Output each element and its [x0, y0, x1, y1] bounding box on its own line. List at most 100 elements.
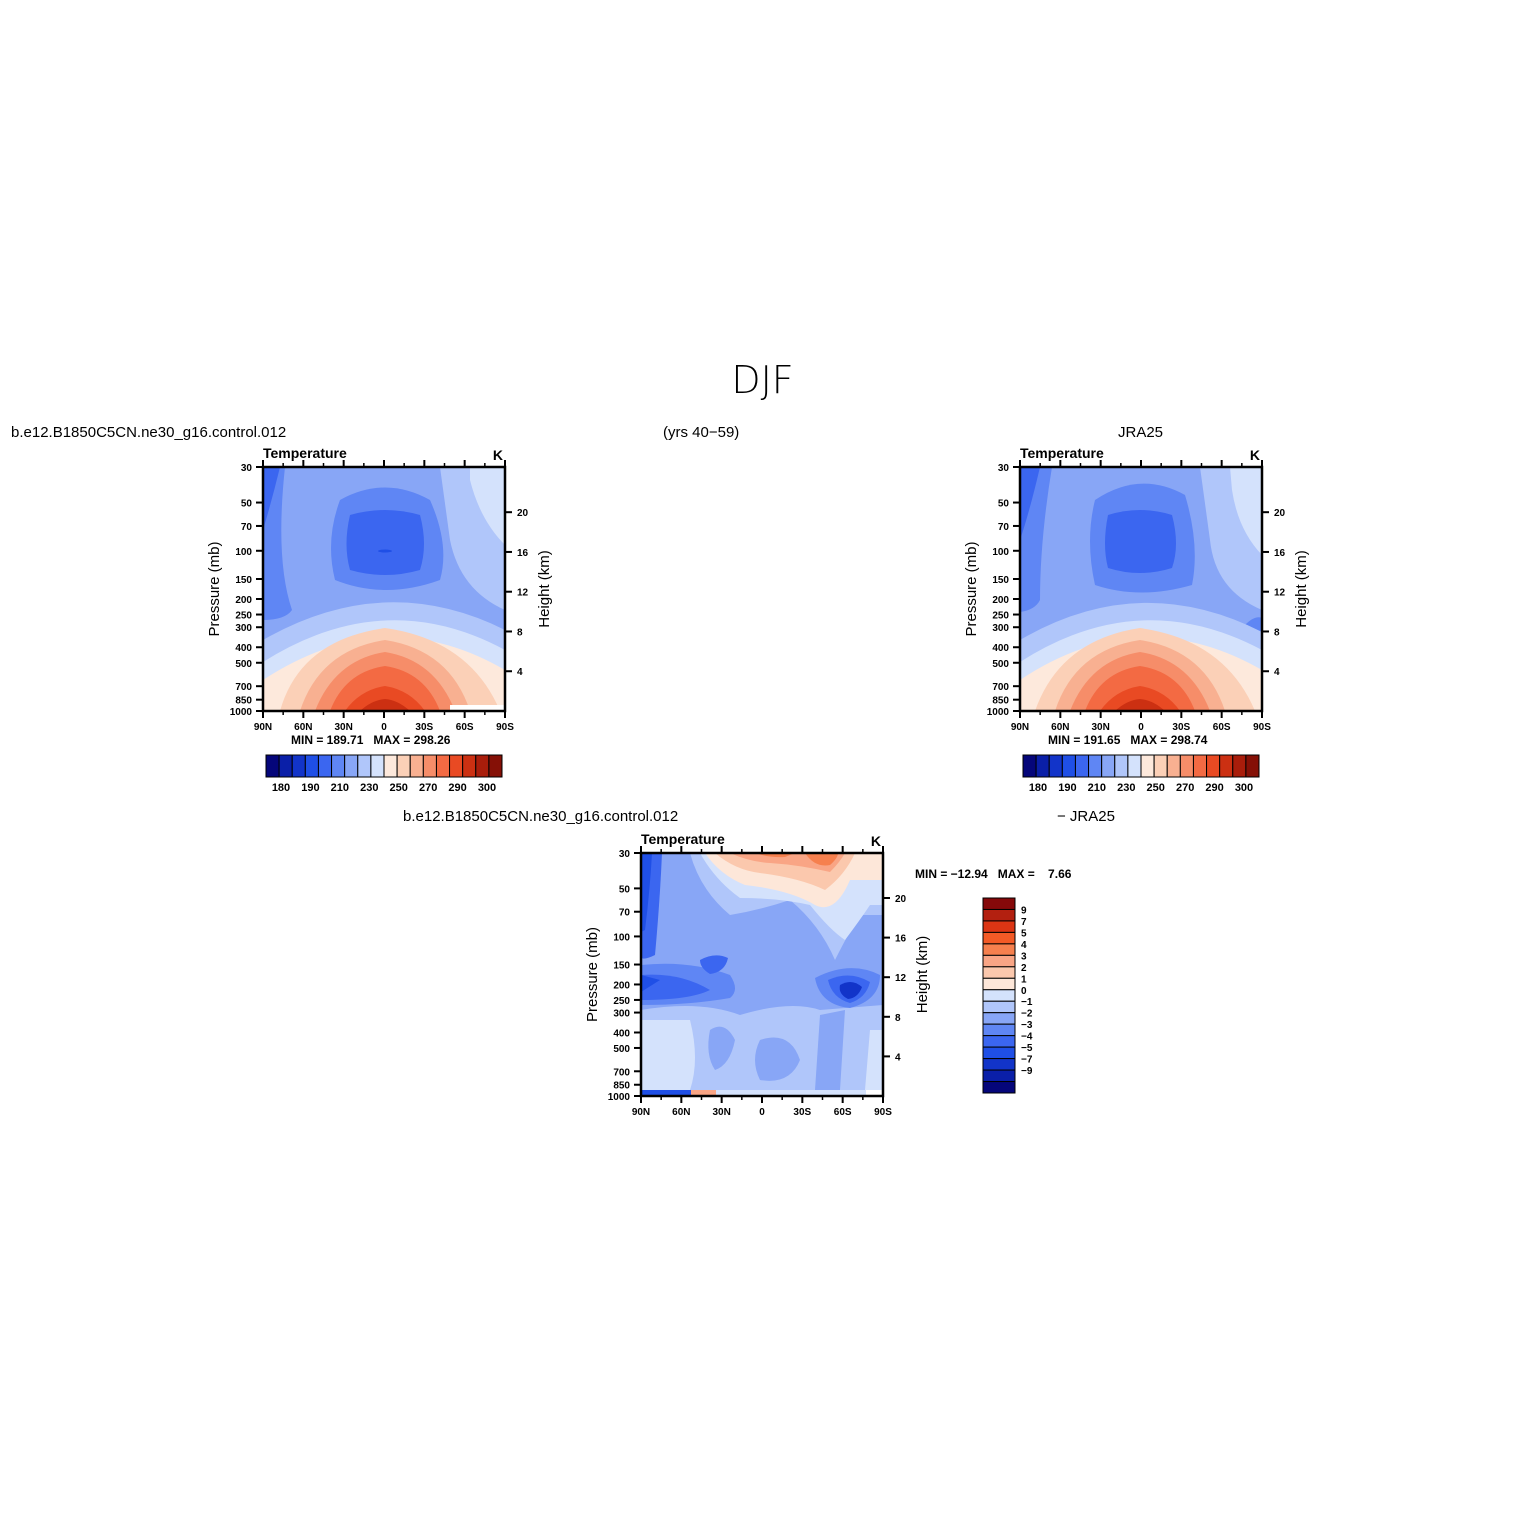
model-y-tick-label: 300 [235, 623, 252, 634]
obs-min-max-label: MIN = 191.65 MAX = 298.74 [1048, 733, 1208, 747]
model-y-axis-title: Pressure (mb) [206, 541, 223, 636]
obs-y-tick-label: 1000 [987, 707, 1010, 718]
diff-x-tick-label: 30N [712, 1107, 730, 1118]
diff-y-tick-label: 1000 [608, 1092, 631, 1103]
diff-y-tick-label: 700 [613, 1067, 630, 1078]
obs-x-tick-label: 60N [1051, 722, 1069, 733]
obs-y-tick-label: 300 [992, 623, 1009, 634]
model-colorbar-label: 270 [419, 782, 437, 794]
model-colorbar-label: 290 [448, 782, 466, 794]
diff-colorbar-box [982, 1046, 1016, 1060]
diff-colorbar-label: 1 [1021, 974, 1027, 985]
model-colorbar-box [462, 754, 477, 778]
diff-colorbar-box [982, 1035, 1016, 1048]
model-y-tick-label: 500 [235, 659, 252, 670]
model-colorbar-box [488, 754, 503, 778]
model-y-tick-label: 50 [241, 499, 253, 510]
diff-x-tick-label: 90S [874, 1107, 892, 1118]
model-x-tick-label: 90S [496, 722, 514, 733]
obs-colorbar-box [1192, 754, 1208, 778]
diff-min-max-label: MIN = −12.94 MAX = 7.66 [915, 867, 1072, 881]
model-colorbar-box [435, 754, 451, 778]
obs-colorbar-box [1074, 754, 1090, 778]
obs-colorbar-box [1048, 754, 1063, 778]
model-y-tick-label: 70 [241, 522, 253, 533]
obs-colorbar-box [1101, 754, 1116, 778]
diff-colorbar-label: 2 [1021, 963, 1027, 974]
diff-colorbar-box [982, 897, 1016, 910]
obs-y-tick-label: 100 [992, 547, 1009, 558]
obs-x-tick-label: 90N [1011, 722, 1029, 733]
model-colorbar-label: 210 [331, 782, 349, 794]
obs-colorbar-box [1179, 754, 1194, 778]
model-height-tick-label: 20 [517, 508, 529, 519]
diff-colorbar-box [982, 1058, 1016, 1071]
diff-height-tick-label: 20 [895, 894, 907, 905]
obs-colorbar-box [1061, 754, 1076, 778]
obs-colorbar-box [1166, 754, 1181, 778]
obs-y-tick-label: 200 [992, 595, 1009, 606]
obs-y-tick-label: 400 [992, 643, 1009, 654]
model-colorbar-box [317, 754, 333, 778]
diff-colorbar-box [982, 1000, 1016, 1014]
diff-x-tick-label: 60S [834, 1107, 852, 1118]
diff-y-tick-label: 500 [613, 1044, 630, 1055]
model-colorbar-box [370, 754, 385, 778]
model-colorbar-box [383, 754, 398, 778]
diff-y-tick-label: 50 [619, 884, 631, 895]
diff-y-tick-label: 200 [613, 980, 630, 991]
obs-colorbar-label: 190 [1058, 782, 1076, 794]
diff-colorbar-label: −7 [1021, 1055, 1033, 1066]
obs-height-axis-title: Height (km) [1293, 550, 1310, 628]
diff-colorbar-label: 7 [1021, 917, 1027, 928]
obs-colorbar-box [1206, 754, 1221, 778]
diff-colorbar-label: −9 [1021, 1066, 1033, 1077]
model-y-tick-label: 200 [235, 595, 252, 606]
diff-temperature-field [641, 853, 883, 1096]
diff-colorbar-box [982, 989, 1016, 1002]
diff-y-tick-label: 70 [619, 908, 631, 919]
model-case-label: b.e12.B1850C5CN.ne30_g16.control.012 [11, 424, 287, 441]
obs-y-tick-label: 70 [998, 522, 1010, 533]
model-colorbar-box [278, 754, 293, 778]
diff-colorbar-label: −5 [1021, 1043, 1033, 1054]
model-colorbar-box [304, 754, 319, 778]
obs-temperature-field [1020, 467, 1262, 711]
diff-x-tick-label: 30S [793, 1107, 811, 1118]
obs-colorbar-box [1232, 754, 1247, 778]
figure-title: DJF [731, 358, 794, 402]
diff-colorbar-label: −2 [1021, 1009, 1033, 1020]
model-colorbar-box [357, 754, 372, 778]
obs-colorbar-label: 250 [1147, 782, 1165, 794]
obs-plot-title: Temperature [1020, 445, 1104, 461]
diff-colorbar-box [982, 908, 1016, 922]
obs-height-tick-label: 12 [1274, 588, 1286, 599]
obs-y-tick-label: 500 [992, 659, 1009, 670]
model-min-max-label: MIN = 189.71 MAX = 298.26 [291, 733, 451, 747]
diff-x-tick-label: 60N [672, 1107, 690, 1118]
model-colorbar-box [396, 754, 411, 778]
model-y-tick-label: 1000 [230, 707, 253, 718]
diff-colorbar-box [982, 920, 1016, 933]
diff-colorbar-box [982, 1069, 1016, 1083]
obs-colorbar-box [1088, 754, 1103, 778]
model-height-tick-label: 16 [517, 548, 529, 559]
model-colorbar-label: 190 [301, 782, 319, 794]
obs-colorbar-label: 210 [1088, 782, 1106, 794]
model-height-tick-label: 8 [517, 627, 523, 638]
obs-y-tick-label: 50 [998, 499, 1010, 510]
obs-height-tick-label: 4 [1274, 667, 1280, 678]
model-x-tick-label: 60N [294, 722, 312, 733]
obs-colorbar-box [1219, 754, 1234, 778]
model-plot-title: Temperature [263, 445, 347, 461]
model-colorbar-box [331, 754, 346, 778]
model-y-tick-label: 250 [235, 611, 252, 622]
model-y-tick-label: 100 [235, 547, 252, 558]
diff-x-tick-label: 90N [632, 1107, 650, 1118]
model-height-tick-label: 12 [517, 588, 529, 599]
model-colorbar-box [409, 754, 424, 778]
model-y-tick-label: 700 [235, 682, 252, 693]
diff-height-tick-label: 12 [895, 973, 907, 984]
model-colorbar-box [291, 754, 306, 778]
diff-colorbar-box [982, 977, 1016, 991]
